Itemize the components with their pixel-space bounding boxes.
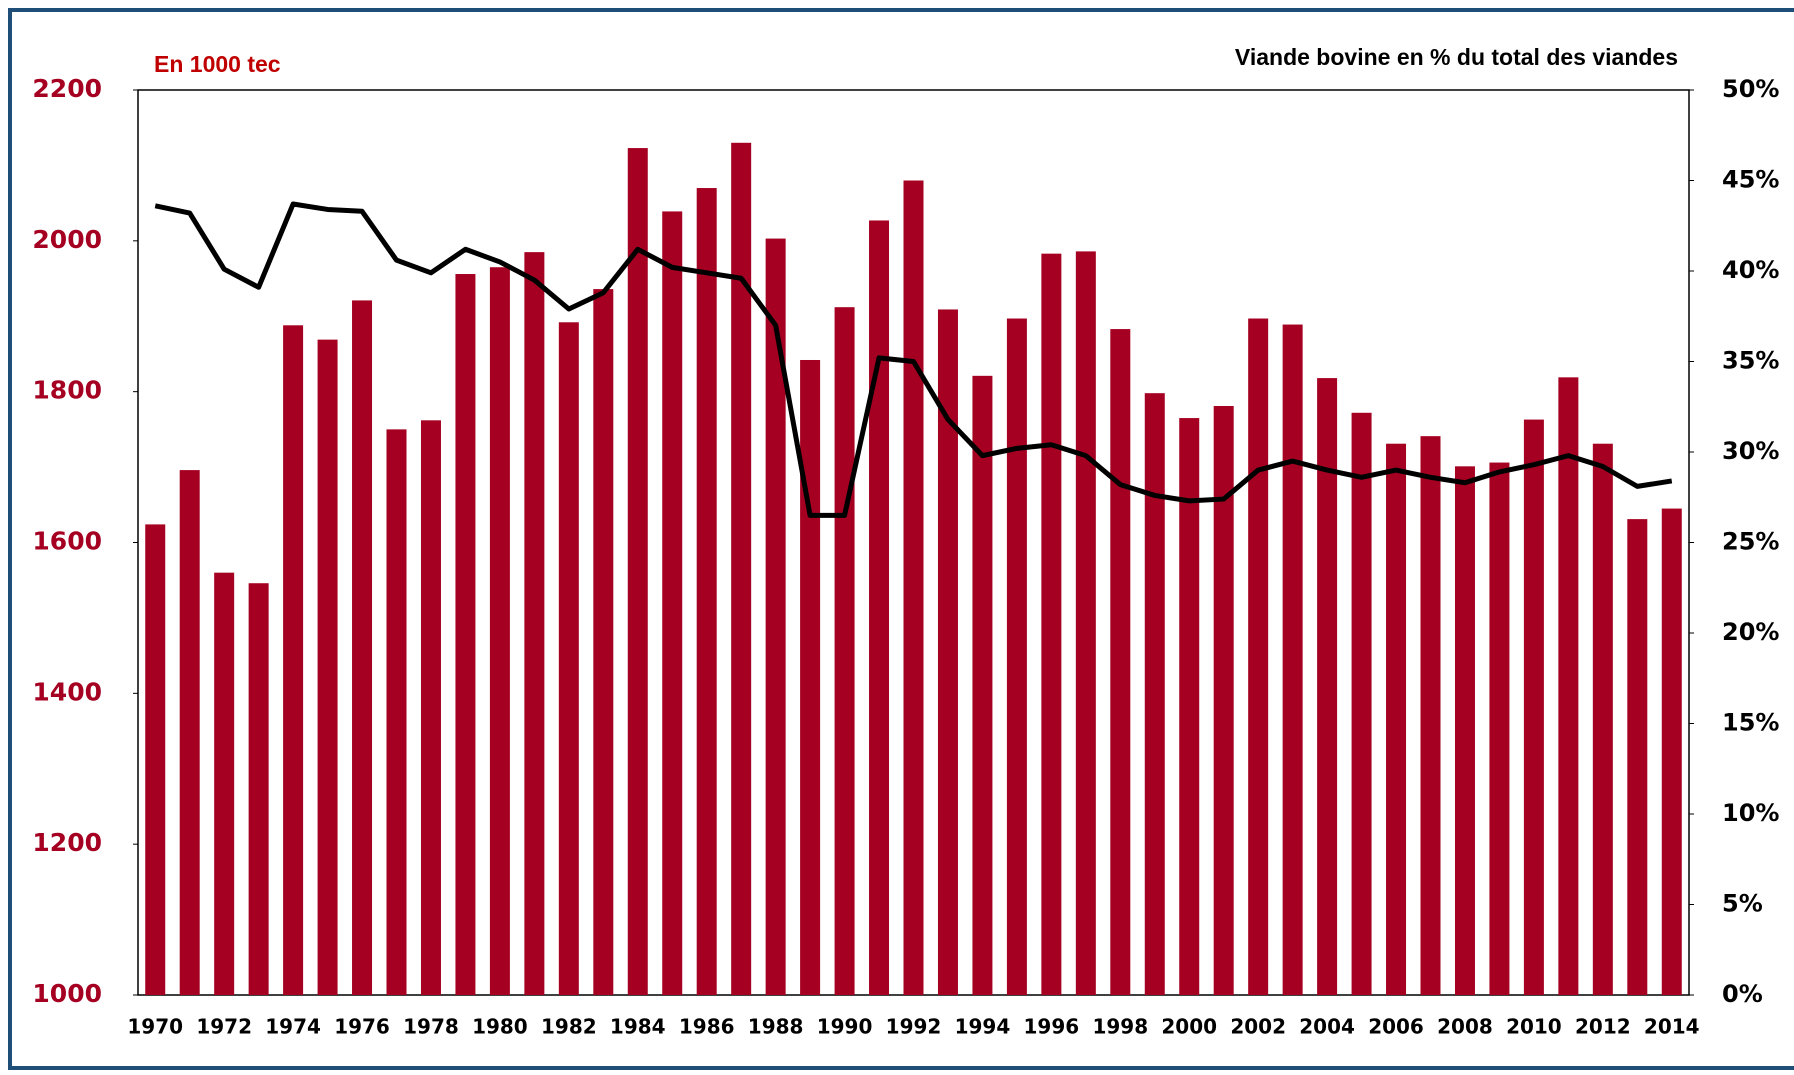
bar — [1282, 324, 1303, 995]
bar — [903, 180, 924, 995]
y2-tick-label: 0% — [1722, 980, 1763, 1008]
y-tick-label: 1000 — [32, 979, 102, 1008]
x-tick-label: 1988 — [748, 1015, 804, 1039]
x-tick-label: 1986 — [679, 1015, 735, 1039]
bar — [1558, 377, 1579, 995]
bar — [1661, 508, 1682, 995]
y2-tick-label: 50% — [1722, 75, 1779, 103]
x-tick-label: 2008 — [1437, 1015, 1493, 1039]
bar — [1627, 519, 1648, 995]
bar — [1041, 253, 1062, 995]
x-tick-label: 2012 — [1575, 1015, 1631, 1039]
bar — [696, 188, 717, 995]
x-tick-label: 1980 — [472, 1015, 528, 1039]
bar — [317, 339, 338, 996]
bar — [214, 572, 235, 995]
x-tick-label: 1994 — [955, 1015, 1011, 1039]
bar — [593, 289, 614, 996]
x-tick-label: 2000 — [1161, 1015, 1217, 1039]
y2-tick-label: 30% — [1722, 437, 1779, 465]
bar — [731, 142, 752, 995]
y2-tick-label: 15% — [1722, 709, 1779, 737]
y2-tick-label: 25% — [1722, 528, 1779, 556]
x-tick-label: 1974 — [265, 1015, 321, 1039]
bar — [1351, 412, 1372, 995]
bar — [1489, 462, 1510, 995]
x-tick-label: 1992 — [886, 1015, 942, 1039]
x-tick-label: 1970 — [127, 1015, 183, 1039]
y2-tick-label: 10% — [1722, 799, 1779, 827]
x-tick-label: 1978 — [403, 1015, 459, 1039]
y2-tick-label: 45% — [1722, 166, 1779, 194]
y2-tick-label: 35% — [1722, 347, 1779, 375]
bar — [1317, 378, 1338, 995]
bar — [834, 307, 855, 995]
bar — [800, 359, 821, 995]
bar — [1144, 393, 1165, 995]
frame — [8, 8, 1794, 1070]
bar — [1248, 318, 1269, 995]
y-axis-label: En 1000 tec — [154, 51, 281, 77]
bar — [1420, 436, 1441, 996]
bar — [179, 470, 200, 996]
x-tick-label: 1976 — [334, 1015, 390, 1039]
x-tick-label: 1996 — [1024, 1015, 1080, 1039]
bar — [352, 300, 373, 996]
bar — [1179, 418, 1200, 995]
bar — [627, 148, 648, 996]
x-tick-label: 2004 — [1299, 1015, 1355, 1039]
bar — [524, 252, 545, 996]
y-tick-label: 1800 — [32, 376, 102, 405]
y2-tick-label: 20% — [1722, 618, 1779, 646]
y-tick-label: 1600 — [32, 527, 102, 556]
bar — [386, 429, 407, 995]
x-tick-label: 2014 — [1644, 1015, 1700, 1039]
y2-tick-label: 40% — [1722, 256, 1779, 284]
x-tick-label: 1972 — [196, 1015, 252, 1039]
x-tick-label: 2006 — [1368, 1015, 1424, 1039]
bar — [283, 325, 304, 995]
x-tick-label: 1982 — [541, 1015, 597, 1039]
bar — [1592, 443, 1613, 995]
bar — [1454, 466, 1475, 995]
bar — [1213, 405, 1234, 995]
x-tick-label: 2002 — [1230, 1015, 1286, 1039]
bar — [869, 220, 890, 996]
bar — [455, 274, 476, 995]
bar — [1523, 419, 1544, 996]
bar — [489, 267, 510, 996]
y2-axis-label: Viande bovine en % du total des viandes — [1235, 44, 1678, 70]
bar — [1386, 443, 1407, 995]
line — [154, 201, 1673, 518]
y-tick-label: 1200 — [32, 828, 102, 857]
x-tick-label: 1998 — [1092, 1015, 1148, 1039]
x-tick-label: 1990 — [817, 1015, 873, 1039]
bar — [662, 211, 683, 995]
bar — [1110, 329, 1131, 996]
bar — [248, 583, 269, 995]
bar — [1006, 318, 1027, 995]
y-tick-label: 1400 — [32, 677, 102, 706]
x-tick-label: 1984 — [610, 1015, 666, 1039]
y-tick-label: 2200 — [32, 74, 102, 103]
bar — [1075, 251, 1096, 995]
bar — [420, 420, 441, 995]
y2-tick-label: 5% — [1722, 890, 1763, 918]
bar — [972, 375, 993, 995]
bar — [145, 524, 166, 995]
bar — [937, 309, 958, 995]
x-tick-label: 2010 — [1506, 1015, 1562, 1039]
bar — [765, 238, 786, 996]
bar — [558, 322, 579, 995]
y-tick-label: 2000 — [32, 225, 102, 254]
